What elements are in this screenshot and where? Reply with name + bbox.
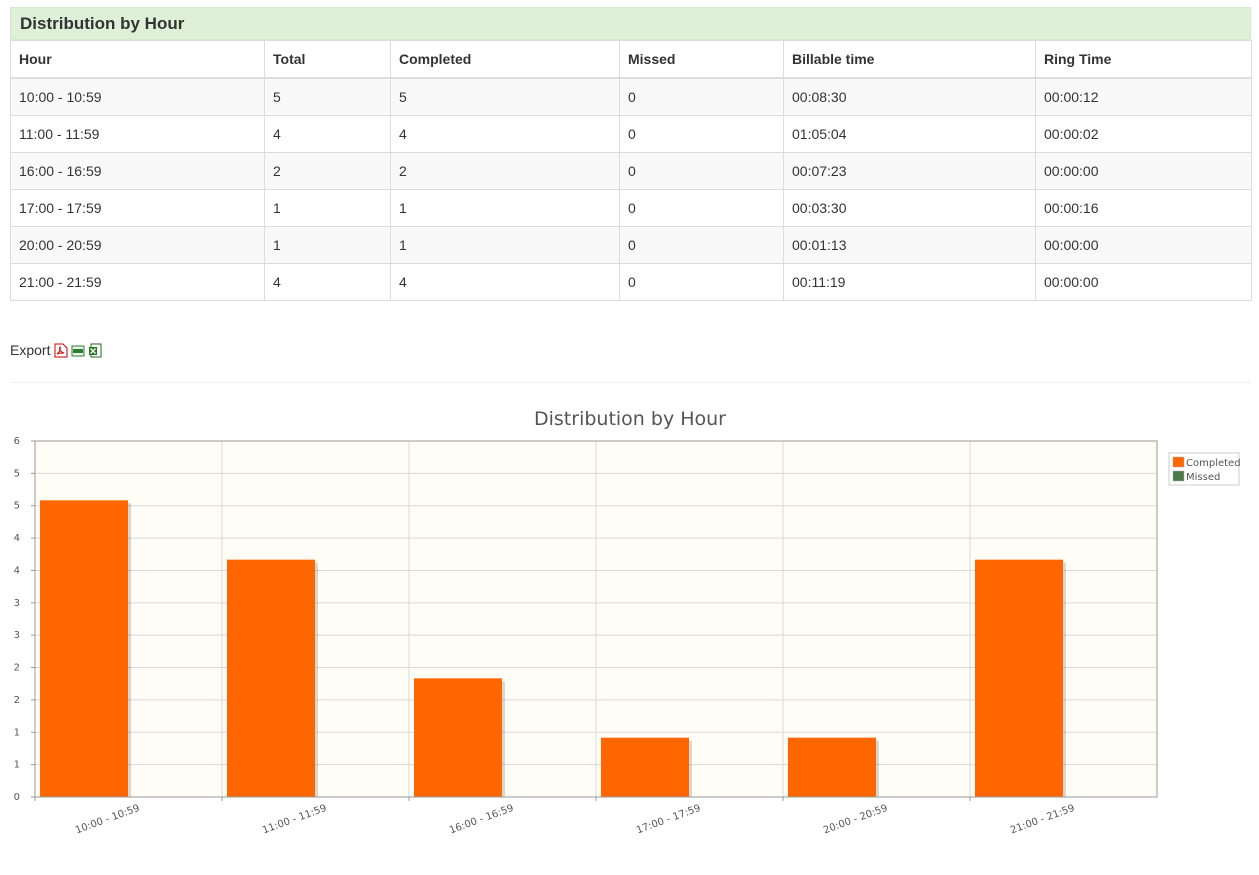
table-row: 21:00 - 21:59 4 4 0 00:11:19 00:00:00 (10, 263, 1252, 301)
x-tick-label: 11:00 - 11:59 (261, 803, 328, 836)
legend-swatch (1172, 456, 1185, 468)
excel-icon[interactable] (88, 343, 102, 358)
cell-total: 1 (264, 226, 391, 264)
bar-completed[interactable] (40, 500, 128, 797)
cell-missed: 0 (619, 226, 784, 264)
cell-completed: 1 (390, 189, 620, 227)
column-header-missed[interactable]: Missed (619, 40, 784, 79)
bar-completed[interactable] (227, 559, 315, 797)
cell-completed: 1 (390, 226, 620, 264)
table-row: 20:00 - 20:59 1 1 0 00:01:13 00:00:00 (10, 226, 1252, 264)
chart-legend: Completed Missed (1168, 452, 1241, 486)
x-tick-label: 20:00 - 20:59 (822, 803, 889, 836)
y-tick-label: 1 (14, 727, 20, 738)
distribution-chart: Distribution by Hour 0 1 1 2 2 3 3 4 4 5 5 6 10:00 … (14, 408, 1241, 836)
cell-missed: 0 (619, 77, 784, 116)
distribution-panel: Distribution by Hour Hour Total Complete… (10, 7, 1252, 301)
cell-hour: 20:00 - 20:59 (10, 226, 265, 264)
column-header-billable-time[interactable]: Billable time (783, 40, 1036, 79)
panel-title: Distribution by Hour (10, 7, 1251, 40)
cell-billable-time: 00:07:23 (783, 152, 1036, 190)
y-tick-label: 0 (14, 792, 20, 803)
cell-completed: 2 (390, 152, 620, 190)
bar-completed[interactable] (414, 678, 502, 797)
cell-hour: 17:00 - 17:59 (10, 189, 265, 227)
cell-ring-time: 00:00:00 (1035, 152, 1252, 190)
cell-billable-time: 00:01:13 (783, 226, 1036, 264)
y-axis: 0 1 1 2 2 3 3 4 4 5 5 6 (14, 436, 35, 803)
cell-total: 4 (264, 115, 391, 153)
y-tick-label: 2 (14, 695, 20, 706)
table-row: 11:00 - 11:59 4 4 0 01:05:04 00:00:02 (10, 115, 1252, 153)
y-tick-label: 3 (14, 598, 20, 609)
table-row: 10:00 - 10:59 5 5 0 00:08:30 00:00:12 (10, 77, 1252, 116)
y-tick-label: 2 (14, 663, 20, 674)
bar-completed[interactable] (601, 737, 689, 797)
cell-ring-time: 00:00:16 (1035, 189, 1252, 227)
cell-completed: 5 (390, 77, 620, 116)
section-divider (10, 382, 1251, 383)
cell-hour: 16:00 - 16:59 (10, 152, 265, 190)
cell-hour: 10:00 - 10:59 (10, 77, 265, 116)
chart-grid (35, 441, 1157, 797)
cell-completed: 4 (390, 115, 620, 153)
plot-frame (34, 440, 1158, 798)
csv-icon[interactable] (71, 343, 85, 358)
bar-completed[interactable] (975, 559, 1063, 797)
cell-hour: 11:00 - 11:59 (10, 115, 265, 153)
cell-ring-time: 00:00:02 (1035, 115, 1252, 153)
legend-label: Missed (1186, 472, 1220, 483)
cell-hour: 21:00 - 21:59 (10, 263, 265, 301)
cell-total: 2 (264, 152, 391, 190)
chart-bars (40, 500, 1066, 797)
cell-billable-time: 01:05:04 (783, 115, 1036, 153)
y-tick-label: 1 (14, 760, 20, 771)
x-axis: 10:00 - 10:59 11:00 - 11:59 16:00 - 16:59 1… (34, 797, 1076, 836)
cell-total: 4 (264, 263, 391, 301)
cell-missed: 0 (619, 115, 784, 153)
y-tick-label: 4 (14, 533, 20, 544)
x-tick-label: 17:00 - 17:59 (635, 803, 702, 836)
column-header-hour[interactable]: Hour (10, 40, 265, 79)
cell-billable-time: 00:08:30 (783, 77, 1036, 116)
bar-completed[interactable] (788, 737, 876, 797)
cell-missed: 0 (619, 189, 784, 227)
export-label: Export (10, 342, 51, 358)
legend-swatch (1172, 470, 1185, 482)
column-header-total[interactable]: Total (264, 40, 391, 79)
export-bar: Export (10, 342, 105, 358)
cell-billable-time: 00:11:19 (783, 263, 1036, 301)
chart-title: Distribution by Hour (534, 408, 726, 430)
y-tick-label: 5 (14, 501, 20, 512)
column-header-ring-time[interactable]: Ring Time (1035, 40, 1252, 79)
y-tick-label: 4 (14, 565, 20, 576)
cell-ring-time: 00:00:00 (1035, 226, 1252, 264)
column-header-completed[interactable]: Completed (390, 40, 620, 79)
y-tick-label: 3 (14, 630, 20, 641)
y-tick-label: 5 (14, 468, 20, 479)
table-header-row: Hour Total Completed Missed Billable tim… (10, 40, 1252, 79)
cell-completed: 4 (390, 263, 620, 301)
legend-label: Completed (1186, 458, 1241, 469)
cell-billable-time: 00:03:30 (783, 189, 1036, 227)
x-tick-label: 10:00 - 10:59 (74, 803, 141, 836)
y-tick-label: 6 (14, 436, 20, 447)
cell-ring-time: 00:00:12 (1035, 77, 1252, 116)
pdf-icon[interactable] (54, 343, 68, 358)
cell-total: 1 (264, 189, 391, 227)
x-tick-label: 16:00 - 16:59 (448, 803, 515, 836)
distribution-table: Hour Total Completed Missed Billable tim… (10, 40, 1252, 301)
table-row: 17:00 - 17:59 1 1 0 00:03:30 00:00:16 (10, 189, 1252, 227)
table-row: 16:00 - 16:59 2 2 0 00:07:23 00:00:00 (10, 152, 1252, 190)
cell-missed: 0 (619, 152, 784, 190)
cell-total: 5 (264, 77, 391, 116)
cell-ring-time: 00:00:00 (1035, 263, 1252, 301)
cell-missed: 0 (619, 263, 784, 301)
x-tick-label: 21:00 - 21:59 (1009, 803, 1076, 836)
